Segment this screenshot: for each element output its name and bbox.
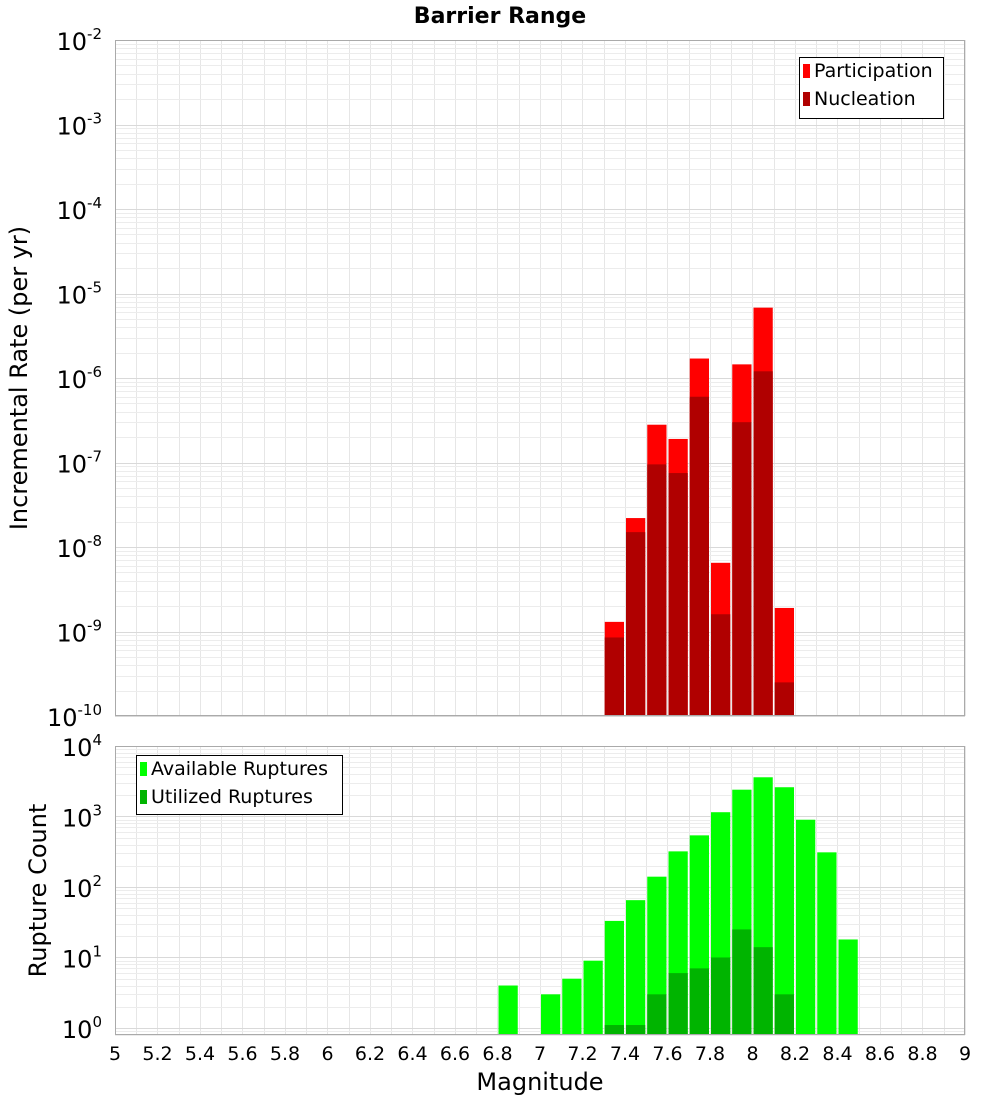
bar [796,820,815,1035]
bar [754,371,773,716]
x-tick-label: 8 [746,1043,758,1065]
y-tick-label: 10-6 [56,363,102,394]
legend-label: Participation [814,60,933,82]
bar [605,921,624,1035]
bar [690,397,709,716]
x-tick-label: 5 [109,1043,121,1065]
x-tick-label: 8.2 [780,1043,810,1065]
x-tick-label: 7.8 [695,1043,725,1065]
grid-lines [115,40,966,717]
chart-title: Barrier Range [414,4,586,29]
x-tick-label: 7 [534,1043,546,1065]
y-tick-label: 103 [62,801,102,832]
x-tick-label: 6.4 [397,1043,427,1065]
y-tick-label: 10-3 [56,110,102,141]
legend-swatch [140,762,147,776]
y-tick-label: 10-8 [56,532,102,563]
x-tick-label: 7.4 [610,1043,640,1065]
y-tick-label: 102 [62,872,102,903]
bar [732,929,751,1035]
bar [711,614,730,716]
bar [605,637,624,716]
bar [605,1025,624,1035]
y-axis-label: Rupture Count [24,804,52,978]
bar [775,682,794,716]
x-tick-label: 5.8 [270,1043,300,1065]
y-axis-label: Incremental Rate (per yr) [5,226,33,530]
y-tick-label: 10-7 [56,448,102,479]
x-tick-label: 8.6 [865,1043,895,1065]
x-axis-label: Magnitude [476,1068,603,1096]
plot-panel-2: 100 101 102 103 104 Rupture Count Available Ru… [24,731,966,1044]
x-tick-label: 5.6 [227,1043,257,1065]
bar [817,852,836,1035]
x-tick-labels: 5 5.2 5.4 5.6 5.8 6 6.2 6.4 6.6 6.8 7 7.2 7.4 7.6 7.8 8… [109,1043,971,1065]
y-tick-label: 104 [62,731,102,762]
bar [711,957,730,1035]
x-tick-label: 8.4 [822,1043,852,1065]
bar [669,973,688,1035]
x-tick-label: 5.2 [142,1043,172,1065]
y-tick-label: 10-5 [56,279,102,310]
x-tick-label: 9 [959,1043,971,1065]
bar [584,961,603,1035]
bar [562,979,581,1035]
legend-label: Utilized Ruptures [151,786,313,808]
bar [626,532,645,716]
bar [839,939,858,1035]
chart-svg: 10-10 10-9 10-8 10-7 10-6 10-5 10-4 10-3 10-2 Inc… [0,0,1000,1100]
y-tick-label: 10-9 [56,617,102,648]
legend-label: Nucleation [814,88,916,110]
legend-label: Available Ruptures [151,758,328,780]
y-tick-label: 101 [62,942,102,973]
x-tick-label: 6.6 [440,1043,470,1065]
y-tick-label: 100 [62,1013,102,1044]
x-tick-label: 8.8 [907,1043,937,1065]
plot-panel-1: 10-10 10-9 10-8 10-7 10-6 10-5 10-4 10-3 10-2 Inc… [5,25,966,732]
x-tick-label: 6.8 [482,1043,512,1065]
y-tick-label: 10-2 [56,25,102,56]
x-tick-label: 6.2 [355,1043,385,1065]
bar [647,994,666,1035]
x-tick-label: 5.4 [185,1043,215,1065]
legend-swatch [803,64,810,78]
bar [669,473,688,716]
y-tick-label: 10-10 [47,701,102,732]
legend: Available Ruptures Utilized Ruptures [137,756,343,815]
legend-swatch [140,790,147,804]
bar [732,422,751,716]
bar [541,994,560,1035]
bar [690,968,709,1035]
bar [775,994,794,1035]
bar [499,986,518,1035]
legend-swatch [803,92,810,106]
bar [626,900,645,1035]
legend: Participation Nucleation [800,58,944,119]
y-tick-label: 10-4 [56,194,102,225]
bar [626,1025,645,1035]
x-tick-label: 7.6 [652,1043,682,1065]
chart-figure: 10-10 10-9 10-8 10-7 10-6 10-5 10-4 10-3 10-2 Inc… [0,0,1000,1100]
bar [647,464,666,716]
x-tick-label: 6 [321,1043,333,1065]
bar [754,947,773,1035]
x-tick-label: 7.2 [567,1043,597,1065]
